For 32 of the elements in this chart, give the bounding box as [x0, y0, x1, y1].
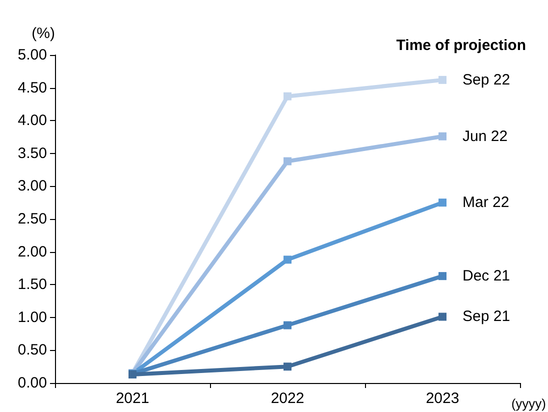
- x-tick-label: 2022: [270, 390, 304, 407]
- point: [438, 272, 446, 280]
- y-tick-label: 4.00: [18, 112, 47, 130]
- y-tick-label: 2.50: [18, 210, 47, 228]
- y-tick-label: 1.50: [18, 276, 47, 294]
- y-tick-label: 2.00: [18, 243, 47, 260]
- series-label: Sep 21: [462, 308, 510, 326]
- y-axis-title: (%): [32, 25, 56, 42]
- point: [438, 76, 446, 84]
- x-tick-label: 2023: [426, 390, 460, 407]
- legend-title: Time of projection: [396, 37, 526, 54]
- x-tick-label: 2021: [116, 390, 150, 407]
- point: [438, 132, 446, 140]
- y-tick-label: 3.00: [18, 178, 47, 195]
- series-label: Jun 22: [462, 128, 508, 145]
- y-tick-label: 1.00: [18, 308, 47, 326]
- y-tick-label: 0.00: [18, 374, 47, 392]
- y-tick-label: 0.50: [18, 342, 47, 359]
- x-axis-title: (yyyy): [511, 396, 546, 411]
- point: [284, 92, 292, 100]
- series-label: Mar 22: [462, 194, 510, 212]
- point: [438, 312, 446, 321]
- point: [438, 198, 446, 207]
- point: [284, 362, 292, 371]
- series-label: Dec 21: [462, 268, 510, 285]
- point: [284, 256, 292, 264]
- series-label: Sep 22: [462, 71, 510, 88]
- y-tick-label: 3.50: [18, 144, 47, 162]
- y-tick-label: 4.50: [18, 79, 47, 96]
- point: [284, 321, 292, 330]
- y-tick-label: 5.00: [18, 46, 47, 64]
- point: [284, 157, 292, 166]
